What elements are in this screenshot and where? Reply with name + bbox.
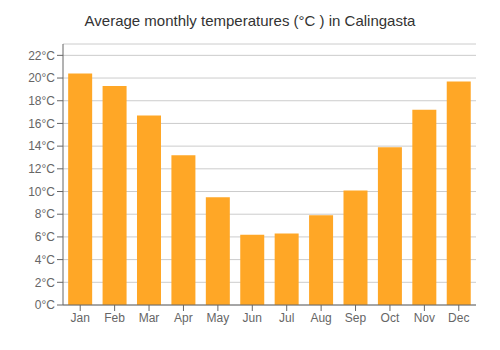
svg-text:16°C: 16°C <box>28 117 55 131</box>
svg-text:10°C: 10°C <box>28 185 55 199</box>
svg-text:6°C: 6°C <box>35 230 55 244</box>
svg-text:22°C: 22°C <box>28 49 55 63</box>
svg-text:Dec: Dec <box>448 311 469 325</box>
html-text:Average monthly temperatures (: Average monthly temperatures (°C ) in Ca… <box>84 12 416 29</box>
svg-text:20°C: 20°C <box>28 71 55 85</box>
svg-text:Mar: Mar <box>139 311 160 325</box>
svg-text:14°C: 14°C <box>28 139 55 153</box>
svg-text:8°C: 8°C <box>35 207 55 221</box>
svg-text:Jan: Jan <box>71 311 90 325</box>
svg-text:Apr: Apr <box>174 311 193 325</box>
svg-text:Feb: Feb <box>104 311 125 325</box>
svg-text:18°C: 18°C <box>28 94 55 108</box>
svg-text:Oct: Oct <box>381 311 400 325</box>
svg-text:2°C: 2°C <box>35 276 55 290</box>
svg-text:Aug: Aug <box>310 311 331 325</box>
svg-text:12°C: 12°C <box>28 162 55 176</box>
svg-text:Nov: Nov <box>414 311 435 325</box>
svg-text:Sep: Sep <box>345 311 367 325</box>
svg-text:0°C: 0°C <box>35 298 55 312</box>
svg-text:Jun: Jun <box>243 311 262 325</box>
svg-text:Jul: Jul <box>279 311 294 325</box>
svg-text:4°C: 4°C <box>35 253 55 267</box>
svg-text:May: May <box>207 311 230 325</box>
